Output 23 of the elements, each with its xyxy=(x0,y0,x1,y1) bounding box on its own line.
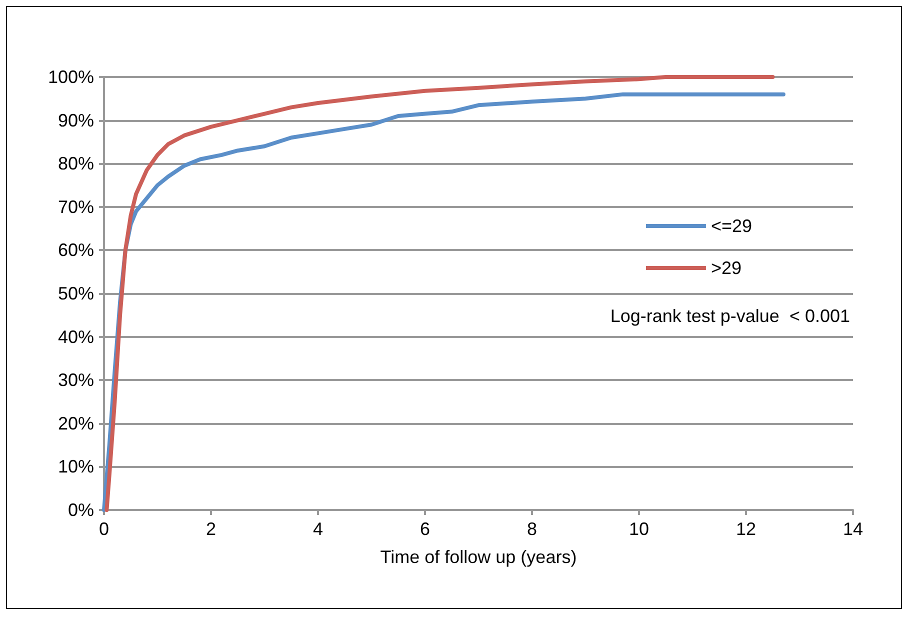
y-tick-label: 70% xyxy=(58,196,94,217)
legend-label: <=29 xyxy=(710,216,752,236)
x-tick-label: 12 xyxy=(736,519,756,539)
x-tick-label: 0 xyxy=(98,519,110,539)
x-tick-label: 6 xyxy=(420,519,430,539)
x-tick-label: 4 xyxy=(312,519,324,539)
x-axis-title: Time of follow up (years) xyxy=(380,547,577,567)
x-tick-label: 2 xyxy=(206,519,216,539)
y-tick-label: 30% xyxy=(58,370,94,390)
y-tick-label: 0% xyxy=(68,500,94,520)
y-tick-label: 50% xyxy=(58,284,94,304)
legend-label: >29 xyxy=(710,258,742,278)
y-tick-label: 80% xyxy=(58,154,94,174)
y-tick-label: 100% xyxy=(48,67,94,87)
y-tick-label: 20% xyxy=(58,413,94,434)
y-tick-label: 40% xyxy=(58,326,94,347)
annotation: Log-rank test p-value < 0.001 xyxy=(610,306,850,326)
x-tick-label: 8 xyxy=(526,519,538,539)
y-tick-label: 90% xyxy=(58,110,94,130)
y-tick-label: 10% xyxy=(58,456,94,477)
x-tick-label: 10 xyxy=(628,519,650,539)
x-tick-label: 14 xyxy=(842,519,864,539)
y-tick-label: 60% xyxy=(58,240,94,260)
